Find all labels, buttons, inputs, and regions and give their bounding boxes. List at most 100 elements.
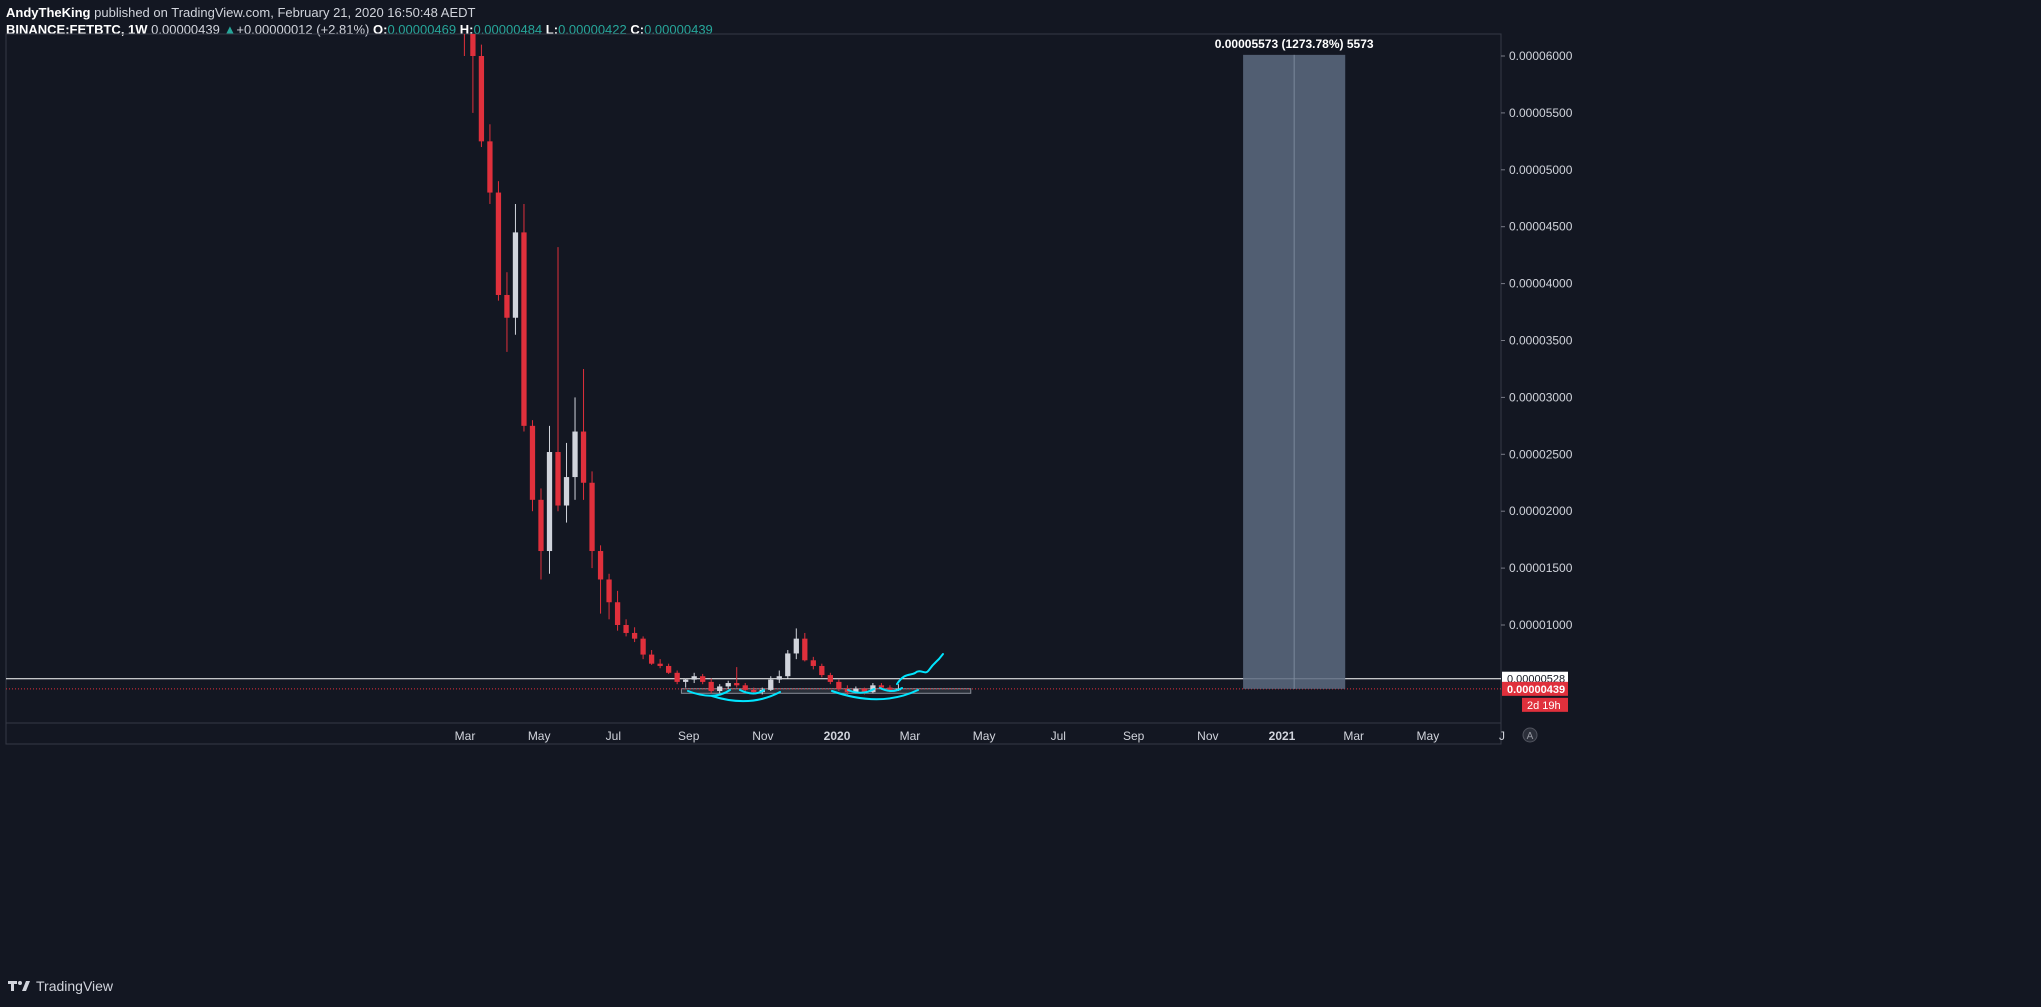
candle[interactable] — [478, 44, 485, 148]
countdown-label-bg — [1522, 697, 1568, 712]
candle-body — [802, 638, 808, 661]
candle[interactable] — [666, 663, 672, 674]
candle[interactable] — [462, 0, 467, 56]
smile-drawing-6[interactable] — [879, 687, 903, 692]
candle-body — [623, 625, 629, 633]
candle[interactable] — [802, 632, 808, 662]
candle[interactable] — [529, 420, 536, 512]
candle[interactable] — [470, 10, 476, 113]
candle[interactable] — [836, 679, 842, 692]
time-tick-label: May — [973, 729, 996, 743]
candle[interactable] — [555, 247, 561, 512]
candle-body — [793, 638, 799, 654]
time-tick-label: 2020 — [824, 729, 851, 743]
candle-body — [555, 452, 561, 506]
price-tick-label: 0.00002000 — [1509, 504, 1573, 518]
candle-body — [478, 56, 485, 142]
candle[interactable] — [657, 659, 663, 669]
candle[interactable] — [563, 442, 570, 523]
price-tick-label: 0.00004000 — [1509, 277, 1573, 291]
candle[interactable] — [623, 619, 629, 637]
candle[interactable] — [734, 667, 740, 688]
price-tick-label: 0.00003000 — [1509, 390, 1573, 404]
support-zone-rect[interactable] — [680, 688, 972, 694]
candle[interactable] — [614, 590, 621, 631]
smile-drawing-3[interactable] — [739, 689, 765, 695]
candle[interactable] — [691, 672, 697, 684]
candle[interactable] — [827, 672, 833, 685]
candle-body — [462, 0, 467, 33]
candle[interactable] — [725, 680, 731, 689]
candle[interactable] — [793, 628, 799, 660]
candle-body — [717, 686, 723, 692]
price-tick-label: 0.00001500 — [1509, 561, 1573, 575]
publish-line: AndyTheKing published on TradingView.com… — [6, 4, 713, 21]
candle-body — [836, 681, 842, 689]
candle-body — [470, 34, 476, 56]
smile-drawing-2[interactable] — [711, 691, 781, 703]
candle-body — [751, 689, 757, 693]
footer-brand[interactable]: TradingView — [8, 978, 113, 994]
time-tick-label: Mar — [900, 729, 921, 743]
price-tick-label: 0.00005000 — [1509, 163, 1573, 177]
candle[interactable] — [708, 678, 714, 694]
candle-body — [495, 192, 502, 295]
candle[interactable] — [742, 683, 748, 693]
author-name[interactable]: AndyTheKing — [6, 5, 91, 20]
candle[interactable] — [717, 684, 723, 694]
candle[interactable] — [572, 397, 578, 500]
candle-body — [572, 431, 578, 478]
candle[interactable] — [674, 670, 680, 685]
candle[interactable] — [631, 627, 638, 643]
time-axis[interactable]: Mar May Jul Sep Nov 2020 Mar May Jul Sep Nov 2021 Ma… — [455, 727, 1538, 743]
price-axis[interactable]: 0.00001000 0.00001500 0.00002000 0.00002500… — [1501, 49, 1573, 712]
candle[interactable] — [870, 683, 876, 694]
candle-body — [546, 452, 553, 552]
candle-body — [708, 681, 714, 692]
candle[interactable] — [648, 650, 655, 665]
candle[interactable] — [819, 663, 825, 678]
candle[interactable] — [495, 181, 502, 301]
smile-drawing-4[interactable] — [831, 689, 919, 701]
candle[interactable] — [504, 272, 510, 352]
candle-body — [657, 663, 663, 666]
candle[interactable] — [487, 124, 493, 204]
candle[interactable] — [768, 676, 774, 692]
candle-body — [819, 665, 825, 676]
candle-body — [785, 653, 791, 677]
candle[interactable] — [538, 488, 544, 580]
projection-path-drawing[interactable] — [896, 653, 944, 685]
symbol-label[interactable]: BINANCE:FETBTC, 1W — [6, 22, 148, 37]
candle[interactable] — [512, 203, 519, 335]
last-price-label: 0.00000439 — [1507, 684, 1565, 696]
projection-box[interactable]: 0.00005573 (1273.78%) 5573 — [1215, 37, 1374, 689]
candle-body — [700, 676, 706, 682]
time-tick-label: Nov — [1197, 729, 1218, 743]
candle-body — [614, 602, 621, 625]
candle[interactable] — [521, 203, 527, 432]
candle[interactable] — [776, 670, 782, 684]
candle[interactable] — [683, 678, 689, 688]
candle-body — [683, 679, 689, 682]
candle[interactable] — [589, 471, 595, 569]
auto-scale-label: A — [1527, 731, 1534, 742]
candle[interactable] — [785, 650, 791, 679]
time-tick-label: Jul — [1051, 729, 1066, 743]
candle[interactable] — [546, 425, 553, 574]
auto-scale-button[interactable] — [1522, 727, 1538, 743]
candle[interactable] — [810, 656, 816, 670]
candle-body — [640, 638, 646, 655]
candle-body — [648, 654, 655, 664]
candle[interactable] — [640, 636, 646, 660]
candle[interactable] — [580, 368, 587, 500]
time-tick-label: 2021 — [1269, 729, 1296, 743]
candle[interactable] — [606, 573, 612, 620]
candle-body — [529, 425, 536, 500]
candle[interactable] — [700, 673, 706, 685]
projection-box-label: 0.00005573 (1273.78%) 5573 — [1215, 37, 1374, 51]
candle[interactable] — [597, 545, 604, 614]
smile-drawing-5[interactable] — [847, 688, 875, 694]
candle-body — [878, 685, 885, 688]
price-tick-label: 0.00004500 — [1509, 220, 1573, 234]
